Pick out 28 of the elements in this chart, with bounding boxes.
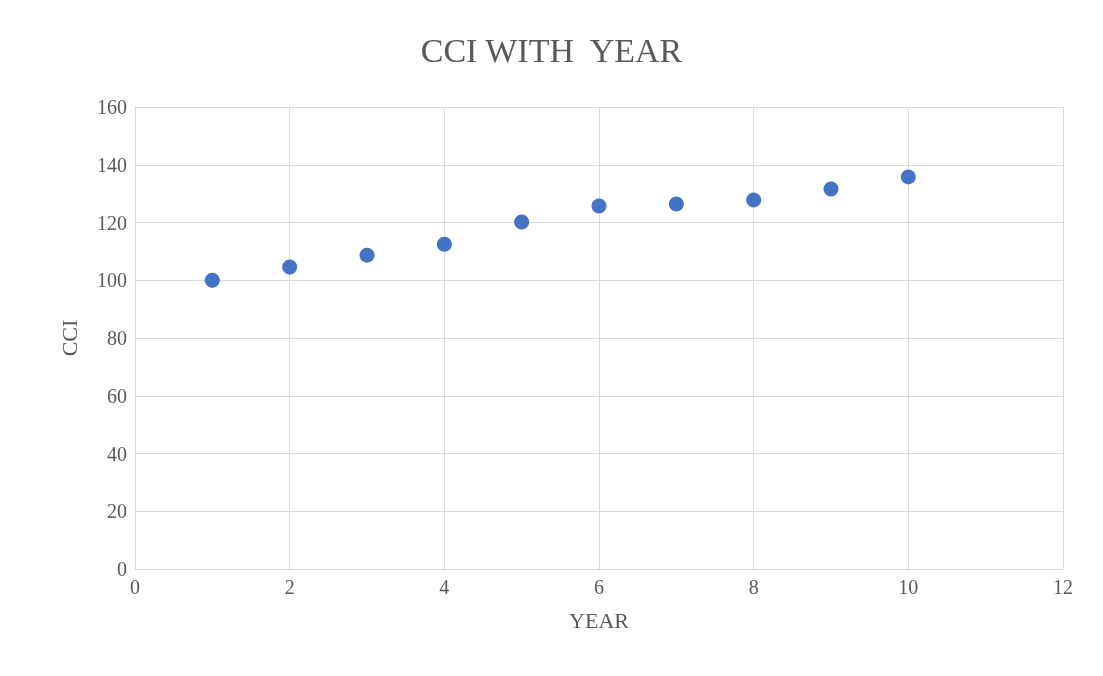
x-tick-label: 4 — [439, 576, 450, 598]
y-tick-label: 100 — [97, 269, 127, 292]
point — [282, 259, 298, 275]
point — [746, 192, 762, 208]
x-tick-label: 10 — [898, 576, 919, 598]
point — [823, 181, 839, 197]
y-axis-title: CCI — [56, 319, 82, 357]
y-tick-label: 160 — [97, 96, 127, 118]
point — [359, 247, 375, 263]
y-tick-label: 20 — [107, 500, 127, 523]
point — [591, 198, 607, 214]
y-tick-label: 40 — [107, 442, 127, 465]
x-tick-label: 8 — [748, 576, 759, 598]
x-tick-label: 2 — [284, 576, 295, 598]
point — [900, 169, 916, 185]
y-tick-label: 140 — [97, 153, 127, 176]
point — [204, 272, 220, 288]
x-axis-title: YEAR — [569, 607, 630, 633]
y-tick-label: 60 — [107, 384, 127, 407]
chart-title: CCI WITH YEAR — [420, 31, 683, 69]
point — [668, 196, 684, 212]
y-tick-label: 80 — [107, 327, 127, 349]
point — [436, 236, 452, 252]
y-tick-label: 0 — [117, 558, 127, 580]
x-tick-label: 12 — [1053, 576, 1073, 598]
y-tick-label: 120 — [97, 211, 127, 234]
x-tick-label: 6 — [594, 576, 604, 598]
point — [514, 214, 530, 230]
